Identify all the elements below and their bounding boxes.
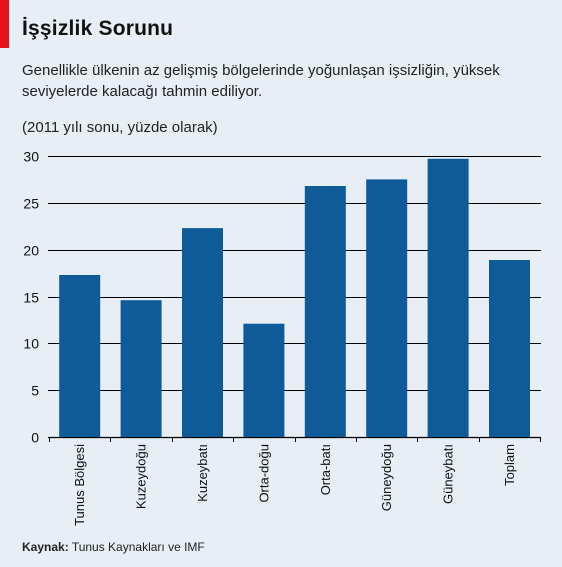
y-tick-label: 30 bbox=[23, 149, 39, 165]
x-category-label: Toplam bbox=[502, 444, 517, 486]
x-axis-labels: Tunus Bölgesi Kuzeydoğu Kuzeybatı Orta-doğu… bbox=[72, 444, 517, 526]
bar bbox=[182, 228, 223, 437]
y-tick-label: 0 bbox=[31, 430, 39, 446]
bar bbox=[304, 186, 346, 437]
bar bbox=[366, 179, 408, 437]
bar bbox=[489, 260, 530, 437]
x-category-label: Güneydoğu bbox=[379, 444, 394, 511]
y-tick-label: 10 bbox=[23, 336, 39, 352]
x-category-label: Orta-doğu bbox=[256, 444, 271, 503]
x-category-label: Kuzeydoğu bbox=[134, 444, 149, 509]
source-text: Tunus Kaynakları ve IMF bbox=[71, 540, 205, 554]
x-category-label: Orta-batı bbox=[318, 444, 333, 495]
x-category-label: Kuzeybatı bbox=[195, 444, 210, 502]
y-axis-ticks: 0 5 10 15 20 25 30 bbox=[23, 149, 39, 446]
chart-subtitle: Genellikle ülkenin az gelişmiş bölgeleri… bbox=[22, 62, 500, 100]
y-tick-label: 15 bbox=[23, 290, 39, 306]
bar bbox=[59, 275, 101, 437]
unit-note: (2011 yılı sonu, yüzde olarak) bbox=[22, 119, 218, 136]
accent-bar bbox=[0, 0, 9, 48]
bar bbox=[120, 300, 162, 437]
y-tick-label: 5 bbox=[31, 383, 39, 399]
y-tick-label: 20 bbox=[23, 243, 39, 259]
bar bbox=[427, 158, 469, 438]
bar bbox=[243, 323, 285, 437]
chart-title: İşşizlik Sorunu bbox=[22, 17, 174, 40]
y-tick-label: 25 bbox=[23, 196, 39, 212]
source-label: Kaynak: bbox=[22, 540, 69, 554]
x-category-label: Güneybatı bbox=[441, 444, 456, 504]
x-category-label: Tunus Bölgesi bbox=[72, 444, 87, 526]
bars bbox=[59, 158, 530, 438]
source-note: Kaynak: Tunus Kaynakları ve IMF bbox=[22, 540, 205, 554]
